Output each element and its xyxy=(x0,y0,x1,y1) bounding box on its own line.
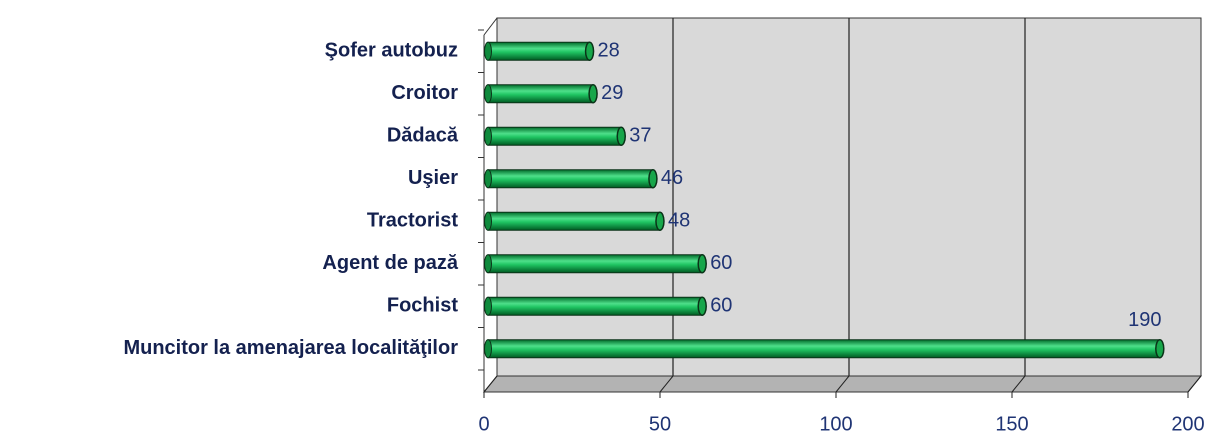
value-label: 28 xyxy=(598,40,620,62)
bar-body xyxy=(487,254,703,274)
y-tick-label: Fochist xyxy=(387,295,458,317)
bar-body xyxy=(487,41,591,61)
plot: 0 50 100 150 200 Şofer autobuz 28 Croitor 29 Dăda… xyxy=(123,18,1205,435)
bar-start-cap xyxy=(484,296,492,316)
bar-end-cap xyxy=(697,296,707,316)
value-label: 29 xyxy=(601,82,623,104)
bar-start-cap xyxy=(484,254,492,274)
value-label: 46 xyxy=(661,167,683,189)
value-label: 190 xyxy=(1128,309,1161,331)
bar xyxy=(484,41,595,61)
x-tick-label: 50 xyxy=(649,413,671,435)
bar xyxy=(484,296,707,316)
bar-start-cap xyxy=(484,211,492,231)
bar-body xyxy=(487,211,661,231)
y-tick-label: Uşier xyxy=(408,167,458,189)
x-tick-label: 200 xyxy=(1171,413,1204,435)
axis-edge xyxy=(483,17,498,36)
y-tick-label: Tractorist xyxy=(367,210,458,232)
value-label: 37 xyxy=(629,125,651,147)
bar xyxy=(484,254,707,274)
bar-end-cap xyxy=(1155,339,1165,359)
bar-body xyxy=(487,169,654,189)
value-label: 60 xyxy=(710,252,732,274)
floor-grid-line xyxy=(835,375,850,393)
bar-start-cap xyxy=(484,84,492,104)
x-tick-label: 100 xyxy=(819,413,852,435)
x-tick-label: 150 xyxy=(995,413,1028,435)
bar-start-cap xyxy=(484,126,492,146)
bar-end-cap xyxy=(616,126,626,146)
bar xyxy=(484,339,1165,359)
bar-body xyxy=(487,339,1161,359)
bar-start-cap xyxy=(484,339,492,359)
bar-start-cap xyxy=(484,169,492,189)
bar-start-cap xyxy=(484,41,492,61)
y-tick-label: Şofer autobuz xyxy=(325,40,458,62)
bar xyxy=(484,169,658,189)
bar-body xyxy=(487,84,594,104)
bar-body xyxy=(487,126,622,146)
bar-end-cap xyxy=(648,169,658,189)
bar-end-cap xyxy=(655,211,665,231)
value-label: 60 xyxy=(710,295,732,317)
y-tick-label: Agent de pază xyxy=(322,252,458,274)
y-tick-label: Croitor xyxy=(391,82,458,104)
floor-grid-line xyxy=(1187,375,1202,393)
y-tick-label: Dădacă xyxy=(387,125,459,147)
x-tick-label: 0 xyxy=(478,413,489,435)
floor-grid-line xyxy=(483,375,498,393)
bar xyxy=(484,126,626,146)
bar-end-cap xyxy=(588,84,598,104)
y-tick-label: Muncitor la amenajarea localităţilor xyxy=(123,337,458,359)
floor-grid-line xyxy=(659,375,674,393)
floor-grid-line xyxy=(1011,375,1026,393)
bar xyxy=(484,84,598,104)
bar-end-cap xyxy=(584,41,595,61)
value-label: 48 xyxy=(668,210,690,232)
bar-body xyxy=(487,296,703,316)
bar xyxy=(484,211,665,231)
bar-end-cap xyxy=(697,254,707,274)
